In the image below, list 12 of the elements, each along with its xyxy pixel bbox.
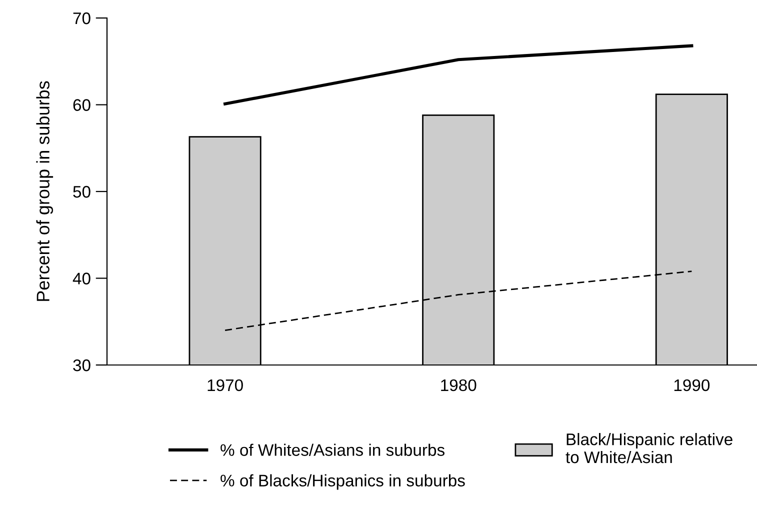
x-tick-label: 1980 <box>441 379 476 392</box>
y-tick-label: 50 <box>73 186 90 198</box>
y-tick-label: 30 <box>73 359 90 372</box>
y-tick-label: 60 <box>73 99 90 111</box>
legend-label: % of Blacks/Hispanics in suburbs <box>220 474 465 490</box>
y-tick-label: 70 <box>73 12 90 24</box>
y-axis-title: Percent of group in suburbs <box>36 81 54 301</box>
x-tick-label: 1990 <box>674 379 710 392</box>
legend-label: % of Whites/Asians in suburbs <box>220 444 444 456</box>
x-tick-label: 1970 <box>208 379 243 392</box>
legend-label: Black/Hispanic relative to White/Asian <box>566 433 732 464</box>
y-tick-label: 40 <box>72 272 90 284</box>
